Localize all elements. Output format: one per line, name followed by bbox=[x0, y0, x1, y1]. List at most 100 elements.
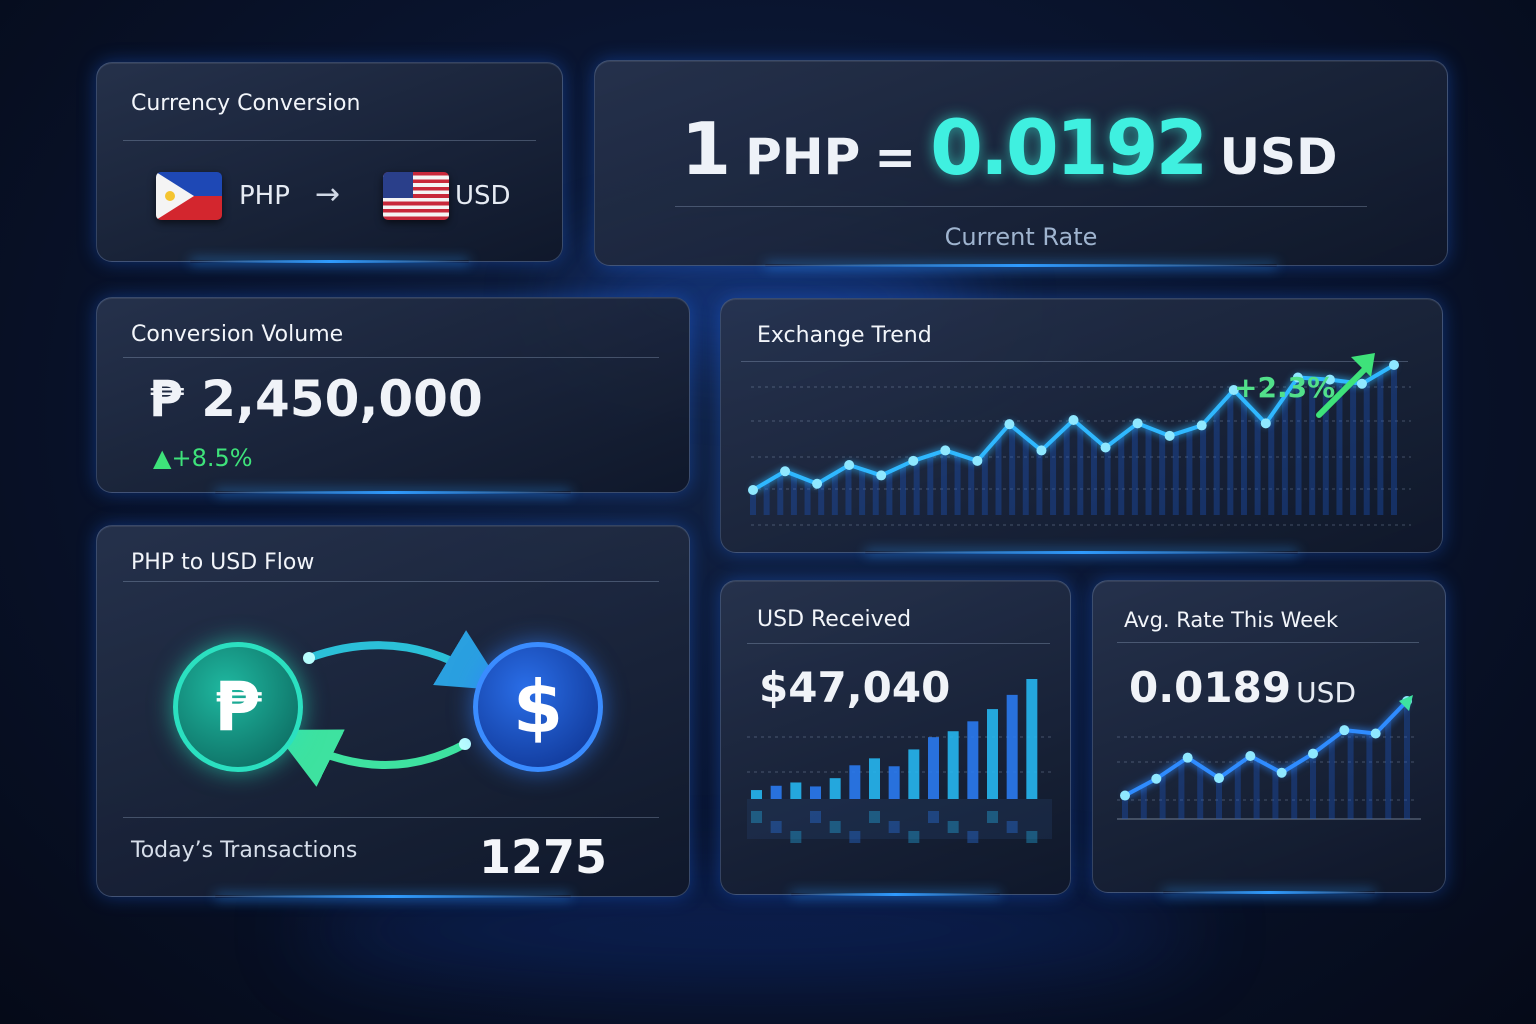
volume-change: ▲+8.5% bbox=[153, 444, 253, 472]
volume-amount: ₱ 2,450,000 bbox=[149, 370, 483, 428]
data-point bbox=[1292, 372, 1303, 383]
bar bbox=[751, 790, 762, 799]
data-point bbox=[908, 455, 919, 466]
current-rate-card: 1 PHP = 0.0192 USD Current Rate bbox=[594, 60, 1448, 267]
background-bar bbox=[831, 473, 838, 515]
background-bar bbox=[954, 454, 961, 515]
background-bar bbox=[790, 474, 797, 515]
background-bar bbox=[1178, 761, 1185, 819]
data-point bbox=[1004, 419, 1015, 430]
card-title: Currency Conversion bbox=[131, 91, 361, 116]
background-bar bbox=[1234, 764, 1241, 819]
arrow-to-usd bbox=[305, 630, 505, 691]
background-bar bbox=[886, 471, 893, 515]
data-point bbox=[1196, 420, 1207, 431]
arrow-right-icon: → bbox=[315, 177, 341, 212]
trend-line bbox=[1124, 699, 1409, 798]
card-title: PHP to USD Flow bbox=[131, 550, 315, 575]
background-bar bbox=[1090, 437, 1097, 515]
flow-arrows bbox=[273, 630, 505, 787]
data-point bbox=[1068, 415, 1079, 425]
from-currency-code: PHP bbox=[239, 181, 290, 211]
avg-rate-line-chart bbox=[1117, 695, 1421, 820]
background-bar bbox=[1022, 437, 1029, 515]
background-bar bbox=[777, 474, 784, 515]
background-bar bbox=[1281, 396, 1288, 515]
background-bar bbox=[1295, 377, 1302, 515]
data-point bbox=[1228, 385, 1239, 395]
background-bar bbox=[1366, 732, 1373, 819]
background-bar bbox=[1140, 785, 1147, 819]
transactions-label: Today’s Transactions bbox=[131, 838, 358, 863]
data-point bbox=[1100, 442, 1111, 453]
background-bar bbox=[1328, 739, 1335, 819]
trend-change: +2.3% bbox=[1234, 371, 1336, 404]
divider bbox=[123, 817, 659, 818]
rate-to-code: USD bbox=[1219, 128, 1338, 186]
background-bar bbox=[968, 458, 975, 515]
background-bar bbox=[1322, 379, 1329, 515]
background-bar bbox=[1077, 425, 1084, 515]
divider bbox=[1117, 642, 1419, 643]
background-bar bbox=[1309, 378, 1316, 515]
data-point bbox=[1214, 773, 1224, 784]
bar-reflection bbox=[810, 811, 821, 823]
currency-conversion-card: Currency Conversion PHP → USD bbox=[96, 62, 563, 263]
data-point bbox=[1339, 725, 1350, 736]
exchange-trend-chart bbox=[748, 353, 1411, 526]
bar bbox=[908, 749, 920, 799]
peso-symbol: ₱ bbox=[149, 370, 184, 428]
background-bar bbox=[1216, 778, 1222, 819]
to-currency-code: USD bbox=[455, 181, 511, 211]
background-bar bbox=[1159, 432, 1166, 515]
background-bar bbox=[1036, 448, 1043, 515]
background-bar bbox=[1404, 701, 1410, 819]
data-point bbox=[1182, 752, 1193, 763]
data-point bbox=[1036, 445, 1047, 456]
bar-reflection bbox=[849, 831, 861, 843]
bar bbox=[1006, 694, 1018, 799]
card-title: Exchange Trend bbox=[757, 323, 932, 348]
bar-reflection bbox=[947, 821, 959, 833]
background-bar bbox=[1213, 408, 1220, 515]
bar-reflection bbox=[751, 811, 762, 823]
background-bar bbox=[1159, 774, 1166, 819]
rate-label: Current Rate bbox=[944, 223, 1098, 251]
divider bbox=[747, 643, 1050, 644]
background-bar bbox=[1131, 425, 1138, 515]
background-bar bbox=[1391, 365, 1397, 515]
background-bar bbox=[1336, 380, 1343, 515]
data-point bbox=[780, 466, 791, 477]
us-flag-icon bbox=[383, 172, 449, 220]
background-bar bbox=[995, 436, 1002, 515]
background-bar bbox=[804, 480, 811, 515]
background-bar bbox=[1363, 380, 1370, 515]
up-arrow-icon bbox=[1316, 364, 1370, 418]
background-bar bbox=[750, 490, 756, 515]
dollar-coin-icon: $ bbox=[473, 642, 603, 772]
data-point bbox=[1308, 748, 1318, 759]
bar bbox=[967, 721, 979, 799]
usd-received-bar-chart bbox=[747, 679, 1052, 843]
background-bar bbox=[981, 452, 988, 515]
bar-reflection bbox=[908, 831, 920, 843]
bar-reflection bbox=[1026, 831, 1038, 843]
background-bar bbox=[1253, 759, 1260, 819]
data-point bbox=[1260, 418, 1271, 429]
bar-reflection bbox=[888, 821, 900, 833]
avg-rate-unit: USD bbox=[1296, 676, 1356, 709]
bar bbox=[947, 731, 959, 799]
background-bar bbox=[872, 473, 879, 515]
divider bbox=[123, 140, 536, 141]
data-point bbox=[1245, 750, 1256, 761]
background-bar bbox=[1385, 720, 1392, 819]
card-title: Avg. Rate This Week bbox=[1124, 608, 1339, 632]
rate-equals: = bbox=[874, 128, 917, 186]
background-bar bbox=[1254, 414, 1261, 515]
bar-reflection bbox=[967, 831, 979, 843]
usd-received-card: USD Received $47,040 bbox=[720, 580, 1071, 896]
card-title: USD Received bbox=[757, 607, 912, 632]
divider bbox=[123, 357, 659, 358]
bar bbox=[987, 709, 998, 799]
background-bar bbox=[1197, 765, 1204, 819]
